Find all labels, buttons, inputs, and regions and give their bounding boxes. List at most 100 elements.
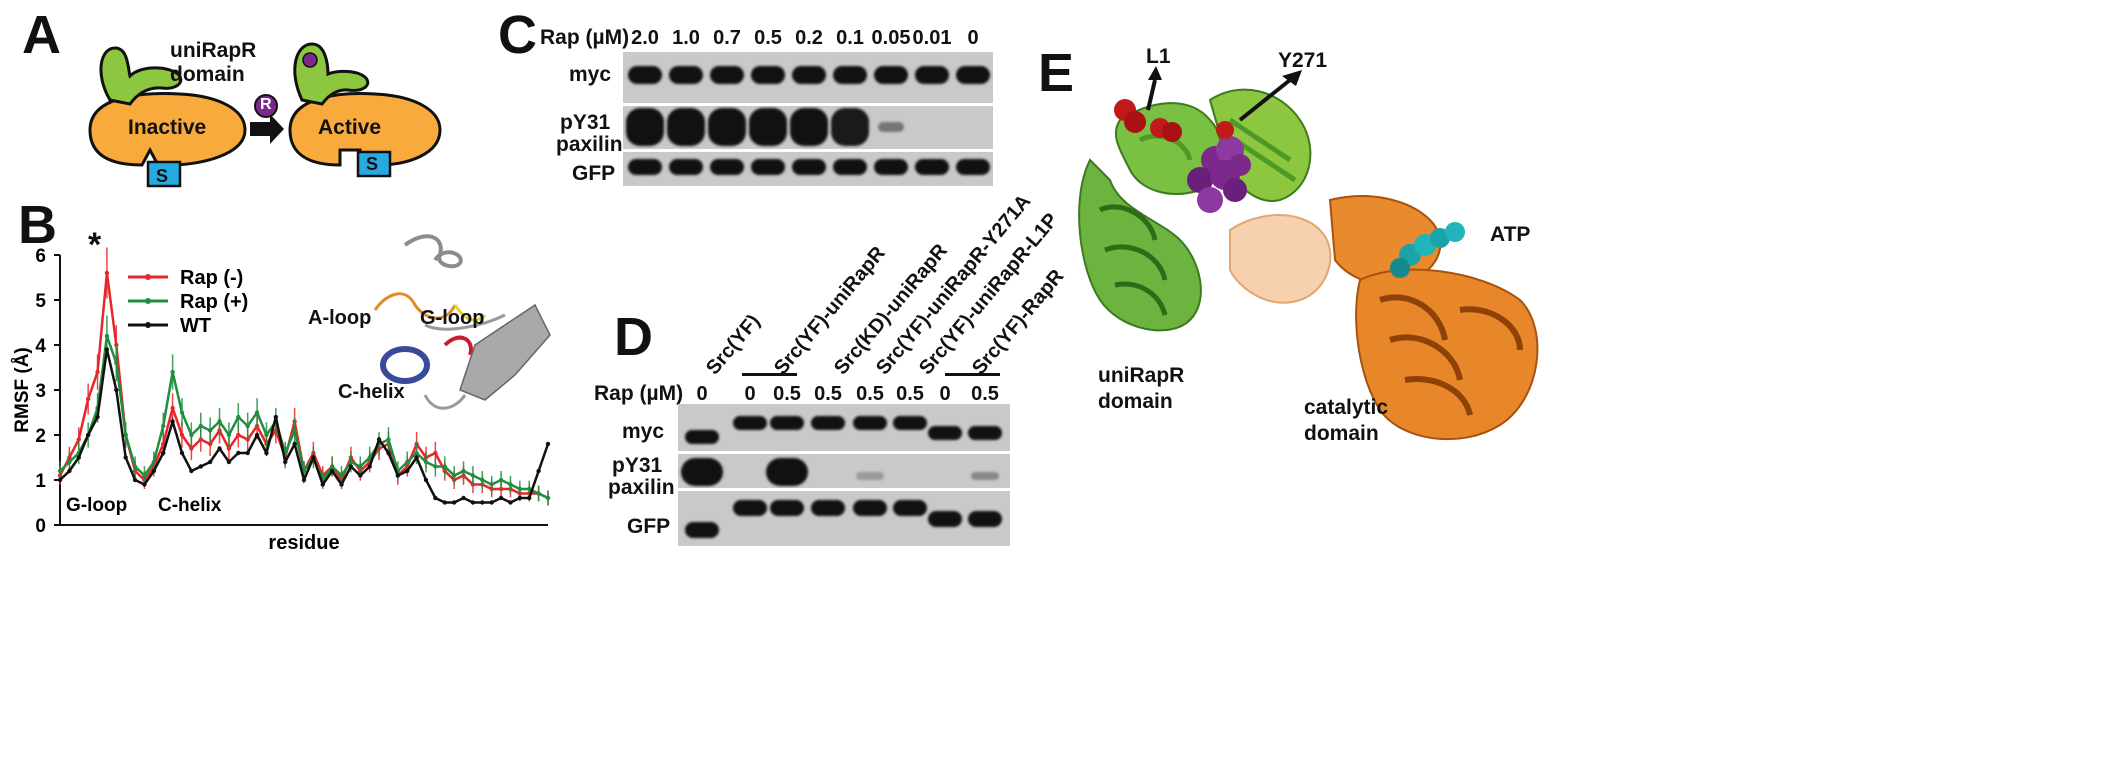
legend-label: Rap (+) (180, 291, 248, 313)
data-point (245, 423, 250, 429)
panel-d-conc-label: 0.5 (773, 383, 801, 405)
data-point (76, 455, 81, 460)
data-point (386, 450, 391, 456)
panel-c-gfp-band (915, 159, 949, 175)
y-tick-label: 5 (35, 291, 46, 312)
data-point (226, 432, 232, 438)
panel-c-myc-label: myc (569, 63, 612, 86)
y-tick-label: 4 (35, 336, 46, 357)
data-point (273, 414, 279, 420)
data-point (95, 369, 100, 375)
data-point (545, 495, 551, 501)
data-point (198, 423, 203, 429)
data-point (470, 500, 476, 505)
legend-marker (145, 298, 151, 304)
data-point (480, 500, 485, 505)
panel-c-myc-band (710, 66, 744, 84)
catalytic-orange-ribbon (1229, 195, 1539, 441)
panel-d-gfp-band (733, 500, 767, 516)
panel-d-conc-label: 0 (744, 383, 756, 405)
activation-arrow (250, 114, 284, 144)
l1-arrow (1146, 79, 1157, 111)
kinase-inset-structure (373, 234, 551, 410)
panel-d-gfp-band (893, 500, 927, 516)
data-point (414, 455, 419, 460)
active-kinase-shape (288, 92, 442, 167)
panel-c-py31-label-1: pY31 (560, 111, 611, 134)
catalytic-domain-label-1: catalytic (1304, 396, 1389, 419)
data-point (527, 495, 532, 501)
inset-red-loop (443, 335, 473, 356)
data-point (170, 419, 175, 424)
y-tick-label: 3 (35, 381, 46, 402)
data-point (301, 477, 307, 483)
data-point (461, 495, 466, 501)
data-point (207, 441, 213, 447)
panel-c-conc-label: 0 (967, 27, 979, 49)
panel-c-sep-2 (623, 149, 993, 152)
data-point (57, 468, 63, 474)
rmsf-chart: 0 1 2 3 4 5 6 RMSF (Å) residue G-loop C-helix Rap (… (12, 246, 551, 554)
panel-d-myc-band (853, 416, 887, 430)
substrate-label-inactive: S (156, 166, 169, 186)
data-point (470, 473, 476, 478)
panel-d-myc-label: myc (622, 420, 665, 443)
panel-c-myc-band (833, 66, 867, 84)
panel-c-myc-band (792, 66, 826, 84)
data-point (508, 482, 513, 487)
panel-d-conc-label: 0.5 (814, 383, 842, 405)
data-point (57, 477, 63, 483)
legend-marker (145, 274, 151, 280)
panel-c-sep-1 (623, 103, 993, 106)
panel-d-gfp-band (968, 511, 1002, 527)
data-point (132, 477, 138, 483)
data-point (405, 468, 410, 474)
panel-c-conc-label: 0.5 (754, 27, 782, 49)
panel-c-py31-band (831, 108, 869, 146)
data-point (433, 495, 438, 501)
data-point (405, 459, 410, 465)
panel-d-conc-label: 0.5 (896, 383, 924, 405)
data-point (198, 437, 203, 442)
data-point (292, 441, 297, 447)
panel-c-gfp-band (956, 159, 990, 175)
panel-c-py31-label-2: paxilin (556, 133, 623, 156)
panel-c-py31-band (667, 108, 705, 146)
substrate-box-inactive (146, 160, 182, 188)
data-point (142, 482, 147, 487)
panel-c-conc-label: 0.1 (836, 27, 864, 49)
x-axis-label: residue (268, 532, 339, 554)
data-point (217, 446, 222, 451)
panel-c-myc-band (751, 66, 785, 84)
data-point (348, 459, 354, 465)
data-point (170, 405, 175, 411)
inset-aloop-label: A-loop (308, 307, 372, 329)
panel-c-py31-band (878, 122, 904, 132)
substrate-box-active (356, 150, 392, 178)
catalytic-domain-label-2: domain (1304, 422, 1379, 445)
panel-c-myc-band (669, 66, 703, 84)
panel-d-gfp-band (853, 500, 887, 516)
rapamycin-circle (254, 94, 278, 118)
data-point (254, 432, 260, 438)
data-point (132, 464, 138, 469)
data-point (527, 486, 532, 492)
panel-a-letter: A (22, 5, 61, 65)
panel-d-sep-2 (678, 488, 1010, 491)
data-point (358, 464, 363, 469)
data-point (151, 468, 157, 474)
fusion-structure-render (1078, 66, 1539, 441)
data-point (179, 432, 185, 438)
data-point (104, 333, 110, 339)
data-point (283, 459, 288, 465)
data-point (461, 468, 466, 474)
panel-c-conc-label: 0.7 (713, 27, 741, 49)
data-point (498, 477, 504, 483)
data-point (217, 419, 222, 424)
rapamycin-spheres (1187, 136, 1251, 213)
panel-c-myc-band (628, 66, 662, 84)
panel-d-py31-label-2: paxilin (608, 476, 675, 499)
data-point (226, 459, 232, 465)
panel-c-myc-band (874, 66, 908, 84)
data-point (236, 432, 241, 438)
